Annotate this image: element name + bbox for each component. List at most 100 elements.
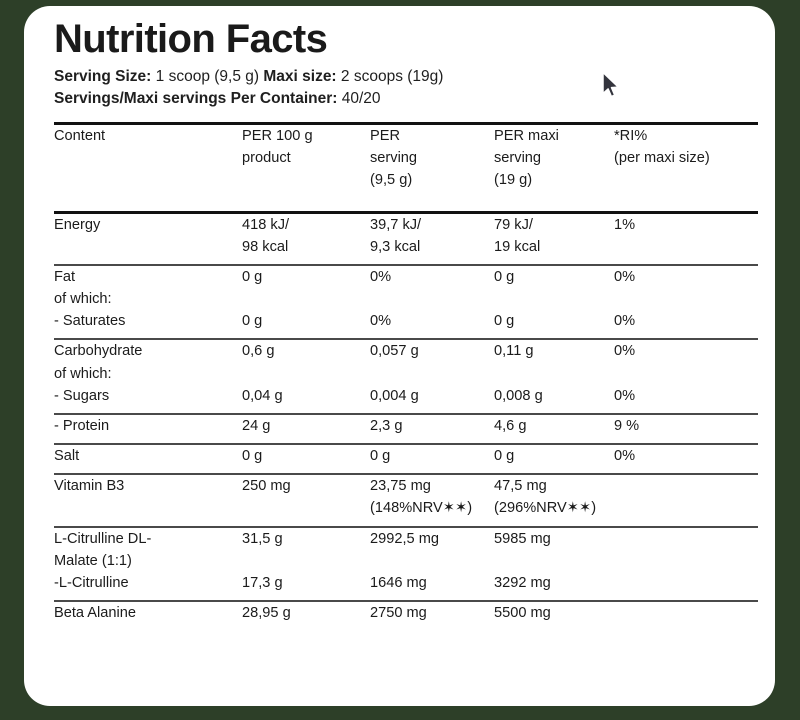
maxi-size-label: Maxi size:	[263, 68, 337, 85]
row-label-l-citrulline: -L-Citrulline	[54, 574, 129, 591]
table-top-divider	[54, 210, 758, 214]
row-divider-sugars	[54, 412, 758, 415]
row-value-vitamin-b3-per100: 250 mg	[242, 478, 291, 495]
row-value-salt-per-serving: 0 g	[370, 448, 391, 465]
row-label-beta-alanine: Beta Alanine	[54, 605, 136, 622]
servings-per-container-value: 40/20	[341, 90, 381, 107]
row-label-saturates: - Saturates	[54, 313, 126, 330]
row-value-sugars-per-maxi: 0,008 g	[494, 387, 543, 404]
table-row: L-Citrulline DL- Malate (1:1) 31,5 g 299…	[54, 528, 758, 572]
maxi-size-value: 2 scoops (19g)	[340, 68, 444, 85]
nutrition-table-body: Energy 418 kJ/ 98 kcal 39,7 kJ/ 9,3 kcal…	[54, 214, 758, 258]
row-value-beta-alanine-per-maxi: 5500 mg	[494, 605, 551, 622]
row-value-vitamin-b3-per-maxi: 47,5 mg (296%NRV✶✶)	[494, 478, 597, 517]
row-value-l-citrulline-per-serving: 1646 mg	[370, 574, 427, 591]
table-row: Salt 0 g 0 g 0 g 0%	[54, 445, 758, 467]
row-value-sugars-ri: 0%	[614, 387, 636, 404]
row-value-beta-alanine-ri	[614, 602, 758, 624]
nutrition-group-protein: - Protein 24 g 2,3 g 4,6 g 9 %	[54, 415, 758, 437]
row-value-energy-per-serving: 39,7 kJ/ 9,3 kcal	[370, 216, 422, 255]
row-value-carbohydrate-per-serving: 0,057 g	[370, 343, 419, 360]
row-value-carbohydrate-per100: 0,6 g	[242, 343, 275, 360]
row-value-protein-ri: 9 %	[614, 417, 640, 434]
row-value-l-citrulline-per-maxi: 3292 mg	[494, 574, 551, 591]
page-title: Nutrition Facts	[54, 17, 328, 61]
row-divider-salt	[54, 473, 758, 476]
table-row: - Sugars 0,04 g 0,004 g 0,008 g 0%	[54, 385, 758, 407]
nutrition-group-citrulline: L-Citrulline DL- Malate (1:1) 31,5 g 299…	[54, 528, 758, 595]
row-divider-energy	[54, 263, 758, 266]
table-header-row: Content PER 100 g product PER serving (9…	[54, 125, 758, 192]
header-divider	[54, 122, 758, 125]
row-value-energy-per100: 418 kJ/ 98 kcal	[242, 216, 290, 255]
table-row: Beta Alanine 28,95 g 2750 mg 5500 mg	[54, 602, 758, 624]
serving-size-label: Serving Size:	[54, 68, 152, 85]
table-row: Carbohydrate of which: 0,6 g 0,057 g 0,1…	[54, 340, 758, 384]
nutrition-group-carbohydrate: Carbohydrate of which: 0,6 g 0,057 g 0,1…	[54, 340, 758, 407]
row-value-citrulline-malate-per100: 31,5 g	[242, 530, 283, 547]
table-row: - Protein 24 g 2,3 g 4,6 g 9 %	[54, 415, 758, 437]
column-header-per-maxi-serving: PER maxi serving (19 g)	[494, 128, 559, 189]
nutrition-group-vitamin-b3: Vitamin B3 250 mg 23,75 mg (148%NRV✶✶) 4…	[54, 475, 758, 519]
row-value-saturates-per-serving: 0%	[370, 313, 392, 330]
row-label-salt: Salt	[54, 448, 80, 465]
row-label-carbohydrate: Carbohydrate of which:	[54, 343, 143, 382]
row-value-citrulline-malate-ri	[614, 528, 758, 572]
servings-per-container-label: Servings/Maxi servings Per Container:	[54, 90, 338, 107]
row-value-carbohydrate-ri: 0%	[614, 343, 636, 360]
row-value-sugars-per-serving: 0,004 g	[370, 387, 419, 404]
row-value-fat-per-serving: 0%	[370, 268, 392, 285]
row-value-protein-per-maxi: 4,6 g	[494, 417, 527, 434]
row-divider-l-citrulline	[54, 600, 758, 603]
row-label-protein: - Protein	[54, 417, 110, 434]
row-value-l-citrulline-ri	[614, 572, 758, 594]
row-label-fat: Fat of which:	[54, 268, 112, 308]
nutrition-table-head: Content PER 100 g product PER serving (9…	[54, 125, 758, 192]
row-value-fat-per-maxi: 0 g	[494, 268, 515, 285]
column-header-content: Content	[54, 128, 106, 144]
row-value-saturates-per-maxi: 0 g	[494, 313, 515, 330]
row-label-energy: Energy	[54, 216, 101, 233]
row-value-protein-per100: 24 g	[242, 417, 271, 434]
table-row: - Saturates 0 g 0% 0 g 0%	[54, 310, 758, 332]
row-value-protein-per-serving: 2,3 g	[370, 417, 403, 434]
row-value-citrulline-malate-per-maxi: 5985 mg	[494, 530, 551, 547]
nutrition-group-salt: Salt 0 g 0 g 0 g 0%	[54, 445, 758, 467]
row-value-l-citrulline-per100: 17,3 g	[242, 574, 283, 591]
row-value-beta-alanine-per100: 28,95 g	[242, 605, 291, 622]
row-value-saturates-ri: 0%	[614, 313, 636, 330]
row-divider-saturates	[54, 338, 758, 341]
row-label-vitamin-b3: Vitamin B3	[54, 478, 125, 495]
column-header-per-serving: PER serving (9,5 g)	[370, 128, 418, 189]
nutrition-facts-card: Nutrition Facts Serving Size: 1 scoop (9…	[24, 6, 775, 706]
row-value-energy-ri: 1%	[614, 216, 636, 233]
row-value-salt-per100: 0 g	[242, 448, 263, 465]
serving-size-value: 1 scoop (9,5 g)	[155, 68, 260, 85]
row-value-citrulline-malate-per-serving: 2992,5 mg	[370, 530, 439, 547]
row-value-energy-per-maxi: 79 kJ/ 19 kcal	[494, 216, 541, 255]
row-value-fat-per100: 0 g	[242, 268, 263, 285]
row-value-beta-alanine-per-serving: 2750 mg	[370, 605, 427, 622]
row-value-vitamin-b3-ri	[614, 475, 758, 519]
row-label-citrulline-malate: L-Citrulline DL- Malate (1:1)	[54, 530, 152, 569]
row-value-vitamin-b3-per-serving: 23,75 mg (148%NRV✶✶)	[370, 478, 473, 517]
table-row: Vitamin B3 250 mg 23,75 mg (148%NRV✶✶) 4…	[54, 475, 758, 519]
nutrition-group-beta-alanine: Beta Alanine 28,95 g 2750 mg 5500 mg	[54, 602, 758, 624]
row-value-sugars-per100: 0,04 g	[242, 387, 283, 404]
table-row: -L-Citrulline 17,3 g 1646 mg 3292 mg	[54, 572, 758, 594]
serving-size-line: Serving Size: 1 scoop (9,5 g) Maxi size:…	[54, 66, 745, 88]
row-label-sugars: - Sugars	[54, 387, 110, 404]
row-value-fat-ri: 0%	[614, 268, 636, 285]
table-row: Fat of which: 0 g 0% 0 g 0%	[54, 266, 758, 310]
row-value-salt-per-maxi: 0 g	[494, 448, 515, 465]
column-header-per-100g: PER 100 g product	[242, 128, 313, 167]
table-row: Energy 418 kJ/ 98 kcal 39,7 kJ/ 9,3 kcal…	[54, 214, 758, 258]
nutrition-facts-content: Nutrition Facts Serving Size: 1 scoop (9…	[54, 17, 758, 624]
row-divider-vitamin-b3	[54, 525, 758, 528]
row-value-carbohydrate-per-maxi: 0,11 g	[494, 343, 534, 360]
row-value-saturates-per100: 0 g	[242, 313, 263, 330]
nutrition-group-fat: Fat of which: 0 g 0% 0 g 0% - Saturates …	[54, 266, 758, 333]
column-header-ri-percent: *RI% (per maxi size)	[614, 128, 710, 167]
row-divider-protein	[54, 443, 758, 446]
row-value-salt-ri: 0%	[614, 448, 636, 465]
